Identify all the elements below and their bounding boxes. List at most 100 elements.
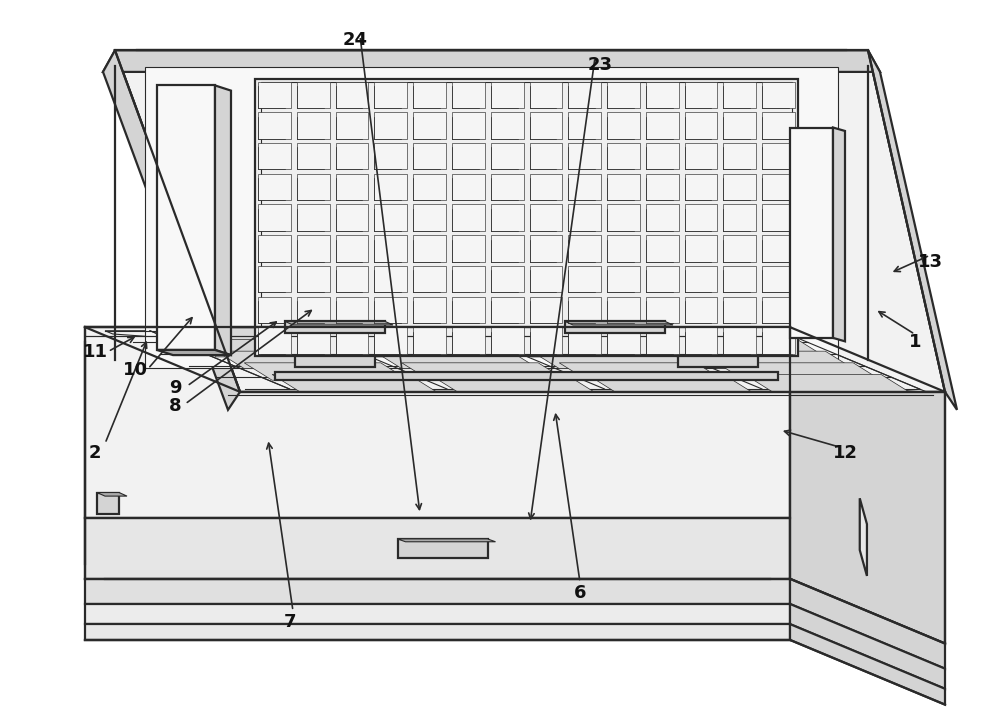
Polygon shape [297,174,330,200]
Polygon shape [790,604,945,689]
Polygon shape [346,339,510,357]
Polygon shape [157,86,215,350]
Polygon shape [374,297,407,323]
Polygon shape [685,266,717,293]
Polygon shape [607,174,640,200]
Polygon shape [491,327,524,354]
Polygon shape [336,112,368,139]
Polygon shape [723,81,756,108]
Polygon shape [723,297,756,323]
Polygon shape [762,143,795,170]
Polygon shape [105,331,927,393]
Polygon shape [723,235,756,262]
Polygon shape [491,174,524,200]
Polygon shape [413,174,446,200]
Polygon shape [723,327,756,354]
Polygon shape [559,363,724,380]
Polygon shape [723,204,756,231]
Polygon shape [374,174,407,200]
Polygon shape [297,266,330,293]
Polygon shape [685,235,717,262]
Polygon shape [297,143,330,170]
Polygon shape [258,327,291,354]
Polygon shape [568,204,601,231]
Polygon shape [452,174,485,200]
Polygon shape [452,204,485,231]
Polygon shape [762,174,795,200]
Text: 12: 12 [832,444,858,462]
Polygon shape [678,356,758,367]
Polygon shape [790,127,833,338]
Polygon shape [336,143,368,170]
Polygon shape [762,112,795,139]
Polygon shape [491,81,524,108]
Polygon shape [97,493,127,496]
Polygon shape [336,81,368,108]
Polygon shape [568,297,601,323]
Polygon shape [530,204,562,231]
Polygon shape [374,351,538,369]
Polygon shape [160,328,325,345]
Polygon shape [452,112,485,139]
Polygon shape [646,112,679,139]
Polygon shape [115,50,945,392]
Polygon shape [258,81,291,108]
Polygon shape [402,363,566,380]
Text: 8: 8 [169,397,181,416]
Polygon shape [336,327,368,354]
Polygon shape [568,143,601,170]
Polygon shape [745,375,909,392]
Polygon shape [452,327,485,354]
Polygon shape [318,328,482,345]
Polygon shape [530,143,562,170]
Polygon shape [790,579,945,669]
Polygon shape [717,363,881,380]
Polygon shape [374,204,407,231]
Polygon shape [762,297,795,323]
Polygon shape [295,356,375,367]
Polygon shape [491,297,524,323]
Polygon shape [157,350,231,355]
Text: 24: 24 [342,30,368,49]
Bar [565,321,665,333]
Polygon shape [530,112,562,139]
Polygon shape [452,143,485,170]
Polygon shape [685,112,717,139]
Polygon shape [530,81,562,108]
Polygon shape [868,50,957,410]
Polygon shape [530,266,562,293]
Text: 10: 10 [122,361,148,380]
Polygon shape [85,518,790,579]
Polygon shape [661,339,825,357]
Polygon shape [413,266,446,293]
Polygon shape [633,328,797,345]
Polygon shape [297,112,330,139]
Polygon shape [530,174,562,200]
Polygon shape [476,328,640,345]
Polygon shape [607,81,640,108]
Polygon shape [452,81,485,108]
Bar [398,539,488,558]
Polygon shape [430,375,594,392]
Polygon shape [216,351,381,369]
Polygon shape [530,327,562,354]
Polygon shape [374,143,407,170]
Polygon shape [85,579,790,604]
Polygon shape [398,539,496,542]
Polygon shape [689,351,853,369]
Polygon shape [413,143,446,170]
Polygon shape [491,266,524,293]
Polygon shape [336,266,368,293]
Bar [97,493,119,514]
Polygon shape [452,297,485,323]
Text: 7: 7 [284,613,296,631]
Polygon shape [272,375,436,392]
Text: 1: 1 [909,332,921,351]
Polygon shape [215,86,231,355]
Polygon shape [587,375,752,392]
Polygon shape [374,327,407,354]
Polygon shape [258,143,291,170]
Polygon shape [568,112,601,139]
Polygon shape [646,174,679,200]
Polygon shape [374,112,407,139]
